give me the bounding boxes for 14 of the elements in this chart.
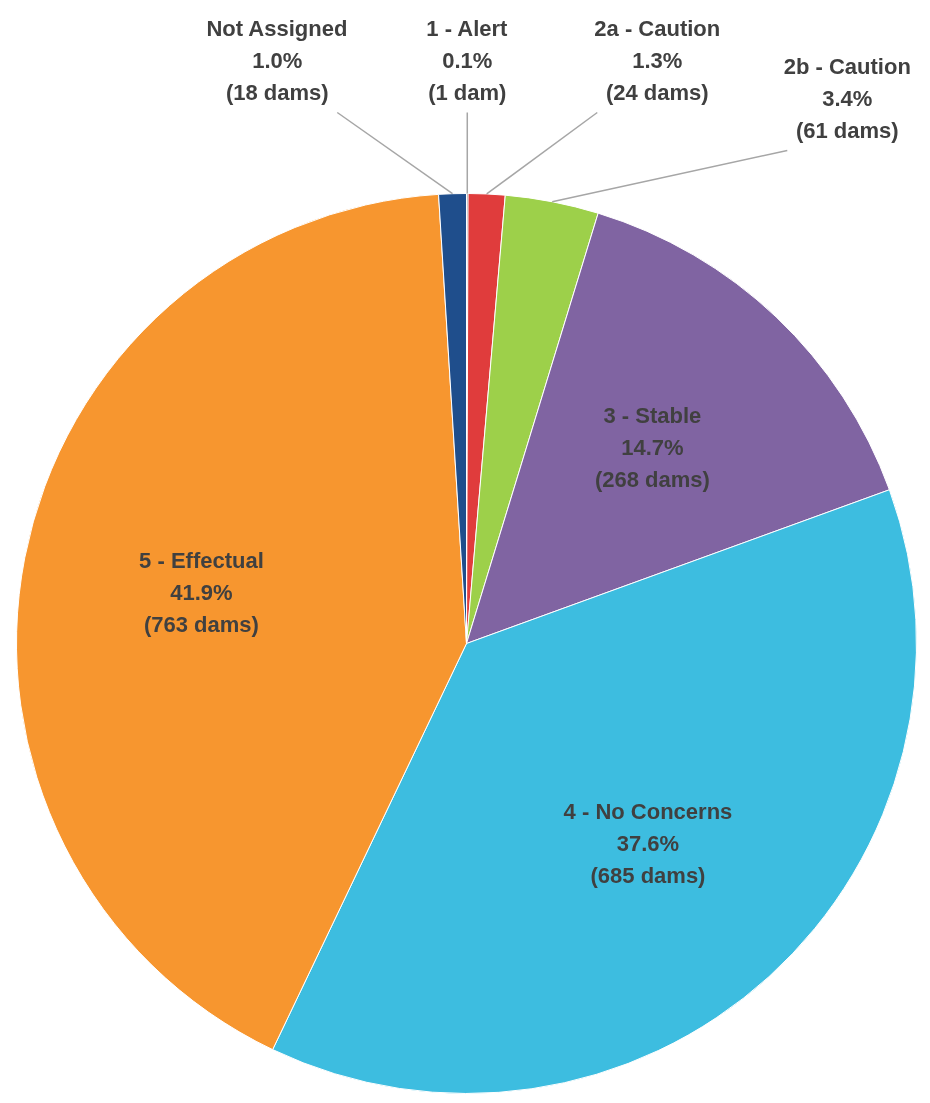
slice-label: 2b - Caution	[783, 54, 911, 79]
data-label: 37.6% (685 dams)	[590, 830, 706, 888]
slice-label: 2a - Caution	[594, 16, 721, 41]
slice-label: 5 - Effectual	[139, 547, 264, 573]
data-label: 1.0% (18 dams)	[225, 48, 329, 105]
data-label: 3.4% (61 dams)	[795, 86, 899, 143]
data-label: 0.1% (1 dam)	[428, 48, 507, 105]
slice-label: Not Assigned	[206, 16, 348, 41]
data-label: 41.9% (763 dams)	[143, 579, 259, 637]
data-label: 14.7% (268 dams)	[594, 435, 710, 493]
slice-label: 4 - No Concerns	[563, 798, 733, 824]
slice-label: 1 - Alert	[426, 16, 509, 41]
slice-label: 3 - Stable	[603, 403, 702, 429]
data-label: 1.3% (24 dams)	[605, 48, 709, 105]
